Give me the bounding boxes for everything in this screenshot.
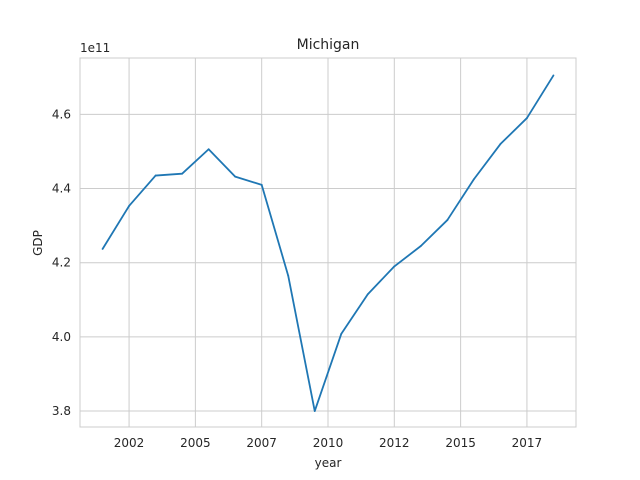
data-point xyxy=(313,410,316,412)
y-tick-labels: 3.8 4.0 4.2 4.4 4.6 xyxy=(52,107,71,418)
data-point xyxy=(446,219,449,221)
data-point xyxy=(366,293,369,296)
x-tick-label: 2017 xyxy=(512,436,543,450)
data-point xyxy=(393,265,396,268)
data-point xyxy=(128,205,130,207)
y-tick-label: 4.6 xyxy=(52,107,71,121)
x-tick-label: 2007 xyxy=(246,436,277,450)
data-point xyxy=(526,117,528,119)
x-tick-label: 2010 xyxy=(313,436,344,450)
data-point xyxy=(207,148,210,151)
data-point xyxy=(154,174,157,177)
gdp-series-line xyxy=(101,74,555,412)
x-tick-label: 2015 xyxy=(445,436,476,450)
y-axis-label: GDP xyxy=(31,230,45,256)
y-offset-label: 1e11 xyxy=(80,41,110,55)
series-layer xyxy=(101,74,555,412)
x-tick-label: 2012 xyxy=(379,436,410,450)
x-tick-labels: 2002 2005 2007 2010 2012 2015 2017 xyxy=(114,436,542,450)
data-point xyxy=(340,333,343,335)
x-tick-label: 2002 xyxy=(114,436,145,450)
data-point xyxy=(260,183,263,186)
y-tick-label: 4.2 xyxy=(52,256,71,270)
data-point xyxy=(552,74,555,77)
plot-frame xyxy=(79,57,577,428)
grid xyxy=(80,58,576,427)
x-tick-label: 2005 xyxy=(180,436,211,450)
y-tick-label: 3.8 xyxy=(52,404,71,418)
data-point xyxy=(419,245,422,247)
data-point xyxy=(472,178,475,181)
data-point xyxy=(181,172,184,175)
x-axis-label: year xyxy=(315,456,342,470)
data-point xyxy=(499,143,502,145)
y-tick-label: 4.4 xyxy=(52,182,71,196)
data-point xyxy=(101,248,104,250)
y-tick-label: 4.0 xyxy=(52,330,71,344)
chart-title: Michigan xyxy=(297,37,360,53)
data-point xyxy=(287,274,290,277)
data-point xyxy=(234,175,237,178)
